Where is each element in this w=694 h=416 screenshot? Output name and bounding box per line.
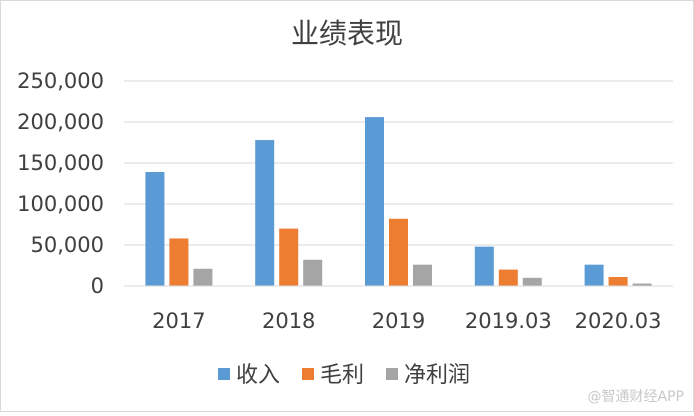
bar-净利润	[413, 264, 432, 286]
y-tick-label: 50,000	[31, 233, 104, 257]
x-tick-label: 2017	[152, 309, 205, 333]
bar-毛利	[169, 238, 189, 286]
y-tick-label: 250,000	[17, 69, 104, 93]
bar-收入	[474, 246, 494, 286]
legend-swatch-毛利	[302, 368, 314, 380]
bar-净利润	[522, 277, 542, 286]
bar-收入	[584, 264, 604, 286]
legend: 收入 毛利 净利润	[218, 363, 470, 388]
x-tick-label: 2019	[372, 309, 425, 333]
bar-净利润	[303, 259, 323, 286]
y-tick-label: 0	[91, 274, 104, 298]
bar-毛利	[498, 269, 518, 286]
bar-收入	[365, 117, 384, 286]
bar-收入	[145, 172, 165, 286]
bar-净利润	[632, 283, 652, 286]
legend-label: 收入	[236, 363, 280, 388]
bar-毛利	[389, 218, 408, 286]
bar-净利润	[193, 268, 213, 286]
x-tick-label: 2020.03	[575, 309, 662, 333]
legend-label: 毛利	[320, 363, 364, 388]
x-tick-label: 2019.03	[465, 309, 552, 333]
y-axis: 0 50,000 100,000 150,000 200,000 250,000	[17, 69, 104, 298]
bar-毛利	[608, 276, 628, 286]
legend-swatch-净利润	[386, 368, 398, 380]
bars	[145, 117, 652, 286]
legend-label: 净利润	[404, 363, 470, 388]
x-tick-label: 2018	[262, 309, 315, 333]
bar-收入	[255, 140, 275, 286]
watermark: @智通财经APP	[588, 389, 684, 405]
legend-swatch-收入	[218, 368, 230, 380]
y-tick-label: 150,000	[17, 151, 104, 175]
bar-毛利	[279, 228, 299, 286]
x-axis: 2017 2018 2019 2019.03 2020.03	[124, 285, 673, 333]
chart-title: 业绩表现	[291, 17, 403, 50]
y-tick-label: 200,000	[17, 110, 104, 134]
y-tick-label: 100,000	[17, 192, 104, 216]
